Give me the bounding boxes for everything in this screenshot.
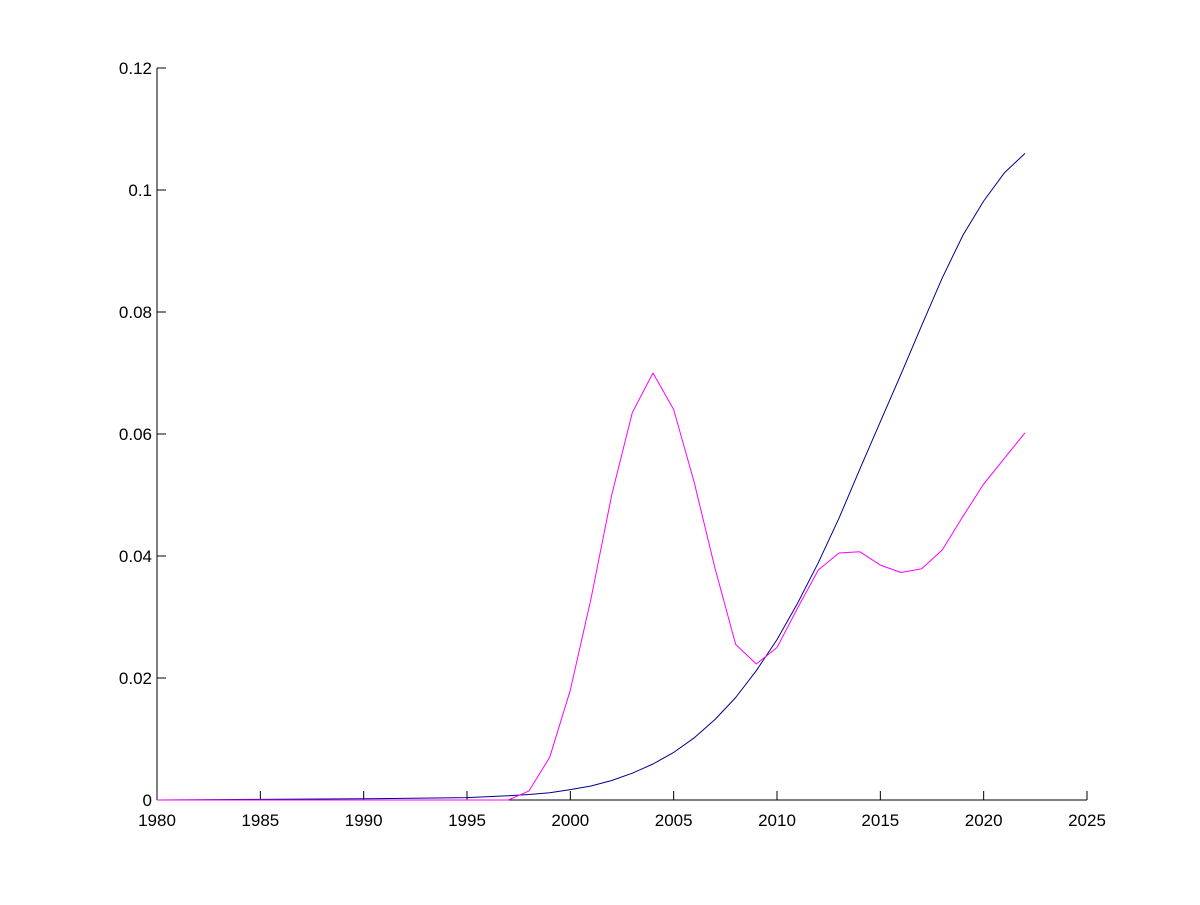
x-tick-label: 2010 bbox=[758, 811, 796, 830]
axes: 1980 1985 1990 1995 2000 2005 2010 2015 2020 2025… bbox=[119, 59, 1106, 830]
x-tick-label: 1980 bbox=[138, 811, 176, 830]
y-tick-label: 0.12 bbox=[119, 59, 152, 78]
y-tick-label: 0 bbox=[143, 791, 152, 810]
series-line-2 bbox=[157, 372, 1026, 801]
x-tick-label: 2005 bbox=[655, 811, 693, 830]
y-tick-label: 0.06 bbox=[119, 425, 152, 444]
series-line-1 bbox=[156, 153, 1026, 801]
y-tick-label: 0.1 bbox=[128, 181, 152, 200]
x-tick-label: 2000 bbox=[551, 811, 589, 830]
y-tick-label: 0.04 bbox=[119, 547, 152, 566]
x-tick-label: 1985 bbox=[241, 811, 279, 830]
x-tick-label: 1990 bbox=[345, 811, 383, 830]
x-tick-label: 2020 bbox=[965, 811, 1003, 830]
x-tick-label: 2025 bbox=[1068, 811, 1106, 830]
y-tick-label: 0.08 bbox=[119, 303, 152, 322]
x-tick-label: 1995 bbox=[448, 811, 486, 830]
x-tick-label: 2015 bbox=[861, 811, 899, 830]
series-lines bbox=[156, 153, 1026, 801]
y-tick-label: 0.02 bbox=[119, 669, 152, 688]
